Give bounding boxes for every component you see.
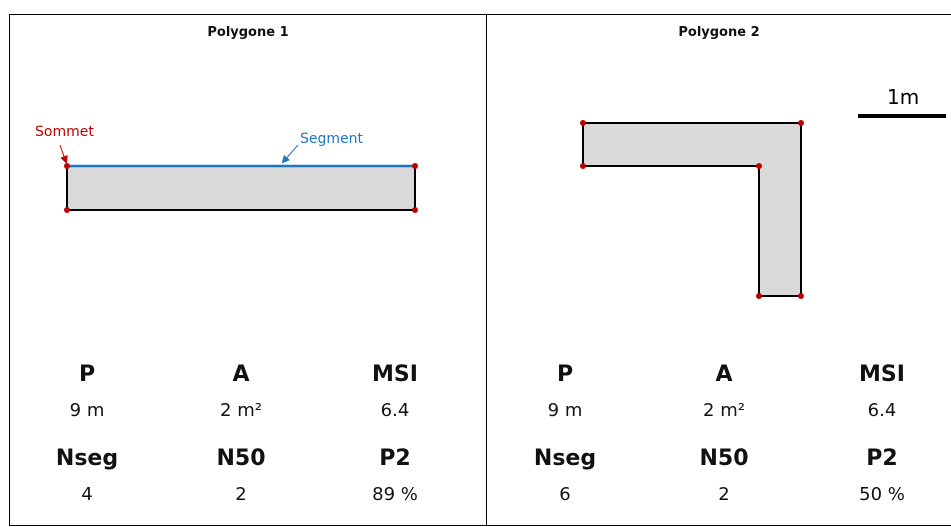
metric-n50-value: 2 [718, 484, 730, 505]
metric-nseg-value: 4 [81, 484, 93, 505]
polygon-1-title: Polygone 1 [207, 25, 289, 40]
segment-annotation-arrow [281, 144, 299, 164]
metric-nseg-label: Nseg [533, 446, 597, 471]
metric-a-value: 2 m² [703, 400, 745, 421]
metric-a-label: A [715, 362, 733, 387]
metric-p2-label: P2 [379, 446, 411, 471]
metric-p2-value: 50 % [859, 484, 905, 505]
scale-bar-label: 1m [887, 85, 919, 109]
metric-n50-label: N50 [216, 446, 266, 471]
polygon-2-vertex [580, 163, 586, 169]
metric-p-value: 9 m [547, 400, 583, 421]
polygon-2-shape [582, 122, 802, 297]
polygon-2-title: Polygone 2 [678, 25, 760, 40]
polygon-2-vertex [580, 120, 586, 126]
polygon-2-vertex [798, 293, 804, 299]
polygon-2-vertex [756, 163, 762, 169]
polygon-1-vertex [64, 163, 70, 169]
metric-n50-label: N50 [699, 446, 749, 471]
metric-a-label: A [232, 362, 250, 387]
polygon-1-vertex [412, 207, 418, 213]
vertex-annotation-arrow [59, 144, 68, 164]
metric-a-value: 2 m² [220, 400, 262, 421]
metric-msi-value: 6.4 [867, 400, 897, 421]
metric-p-label: P [556, 362, 574, 387]
segment-annotation-label: Segment [300, 131, 364, 147]
polygon-2-vertex [756, 293, 762, 299]
metric-p2-label: P2 [866, 446, 898, 471]
polygon-1-shape [66, 165, 416, 211]
metric-msi-value: 6.4 [380, 400, 410, 421]
metric-p-label: P [78, 362, 96, 387]
polygon-1-vertex [412, 163, 418, 169]
metric-msi-label: MSI [372, 362, 418, 387]
polygon-1-vertex [64, 207, 70, 213]
metric-nseg-label: Nseg [55, 446, 119, 471]
polygon-1-panel: Polygone 1 [9, 14, 487, 526]
metric-p2-value: 89 % [372, 484, 418, 505]
polygon-2-panel: Polygone 2 [487, 14, 951, 526]
polygon-2-vertex [798, 120, 804, 126]
metric-nseg-value: 6 [559, 484, 571, 505]
metric-msi-label: MSI [859, 362, 905, 387]
metric-n50-value: 2 [235, 484, 247, 505]
metric-p-value: 9 m [69, 400, 105, 421]
vertex-annotation-label: Sommet [35, 124, 94, 140]
